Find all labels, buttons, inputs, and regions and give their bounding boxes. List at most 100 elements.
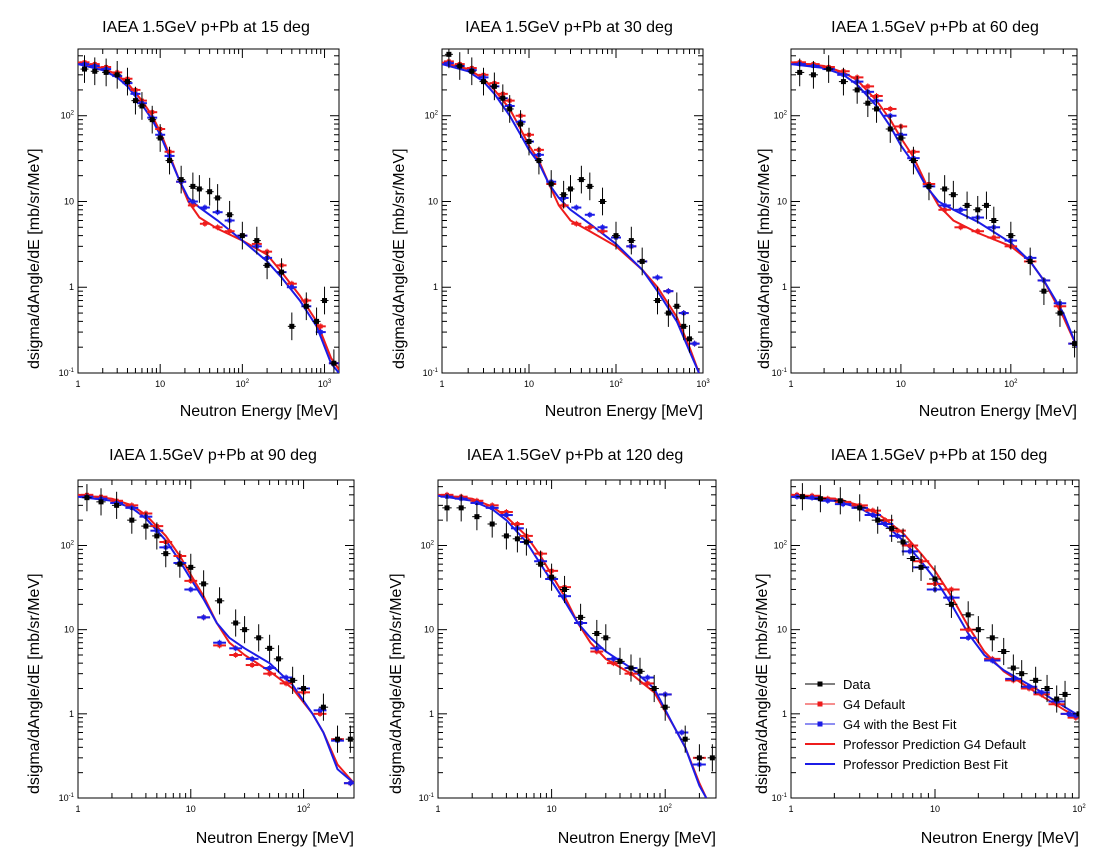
y-tick-label: 10 [777,196,787,206]
legend-item: Data [805,677,871,692]
legend-label: Data [843,677,871,692]
data-point [898,135,904,141]
mc-marker [865,84,870,89]
data-point [289,323,295,329]
series-professor-prediction-best-fit [442,63,700,373]
data-point [840,79,846,85]
x-tick-label: 102 [1004,379,1018,389]
plot-frame [441,48,704,374]
data-point [587,183,593,189]
series-g4-default [791,491,1079,721]
mc-marker [318,324,323,329]
data-point [709,755,715,761]
x-axis-label: Neutron Energy [MeV] [545,403,703,420]
data-point [548,181,554,187]
x-tick-label: 1 [788,804,793,814]
prediction-curve [442,63,700,373]
mc-marker [318,711,323,716]
mc-marker [883,518,888,523]
y-ticks [78,48,339,374]
y-tick-label: 1 [69,282,74,292]
data-point [887,126,893,132]
series-professor-prediction-best-fit [78,495,354,784]
data-point [1019,671,1025,677]
series-g4-with-the-best-fit [440,493,706,768]
plot-frame [790,48,1078,374]
data-point [500,95,506,101]
mc-marker [594,649,599,654]
data-point [314,318,320,324]
x-tick-label: 103 [696,379,710,389]
data-point [926,183,932,189]
data-point [910,158,916,164]
y-tick-label: 10 [64,625,74,635]
data-point [549,574,555,580]
data-point [114,502,120,508]
mc-marker [190,203,195,208]
mc-marker [504,510,509,515]
mc-marker [958,225,963,230]
panel-title: IAEA 1.5GeV p+Pb at 150 deg [831,447,1048,464]
x-tick-label: 10 [547,804,557,814]
data-point [875,517,881,523]
data-point [799,494,805,500]
prediction-curve [438,494,708,798]
series-data [795,55,1077,358]
mc-marker [202,221,207,226]
series-g4-default [443,58,700,347]
data-point [301,685,307,691]
y-tick-label: 1 [782,282,787,292]
mc-marker [215,210,220,215]
mc-marker [574,205,579,210]
mc-marker [348,781,353,786]
data-point [320,704,326,710]
y-tick-label: 10 [64,196,74,206]
mc-marker [645,681,650,686]
mc-marker [611,661,616,666]
x-ticks [790,49,1078,373]
data-point [637,668,643,674]
x-tick-label: 1 [75,804,80,814]
data-point [518,121,524,127]
data-point [82,66,88,72]
data-point [196,186,202,192]
mc-marker [825,498,830,503]
data-point [837,498,843,504]
mc-marker [655,275,660,280]
mc-marker [841,502,846,507]
data-point [651,685,657,691]
data-point [797,69,803,75]
data-point [975,207,981,213]
mc-marker [289,285,294,290]
series-data [796,483,1079,728]
x-tick-label: 10 [930,804,940,814]
mc-marker [318,708,323,713]
data-point [1041,288,1047,294]
legend-item: Professor Prediction G4 Default [805,737,1026,752]
y-tick-label: 10-1 [59,793,75,803]
series-g4-with-the-best-fit [791,493,1079,719]
mc-marker [958,207,963,212]
mc-marker [600,225,605,230]
data-point [154,533,160,539]
panel-title: IAEA 1.5GeV p+Pb at 60 deg [831,19,1039,36]
panel-title: IAEA 1.5GeV p+Pb at 90 deg [109,447,317,464]
series-professor-prediction-best-fit [78,63,339,373]
data-point [491,83,497,89]
mc-marker [907,543,912,548]
data-point [264,262,270,268]
x-tick-label: 10 [896,379,906,389]
data-point [242,627,248,633]
y-tick-label: 1 [69,709,74,719]
mc-marker [250,663,255,668]
data-point [129,517,135,523]
legend-marker [817,681,823,687]
data-point [628,665,634,671]
y-tick-label: 10-1 [59,368,75,378]
data-point [457,63,463,69]
mc-marker [870,513,875,518]
panel-15-deg: IAEA 1.5GeV p+Pb at 15 deg Neutron Energ… [26,19,340,420]
y-tick-label: 1 [782,709,787,719]
data-point [662,704,668,710]
x-ticks [790,480,1080,798]
